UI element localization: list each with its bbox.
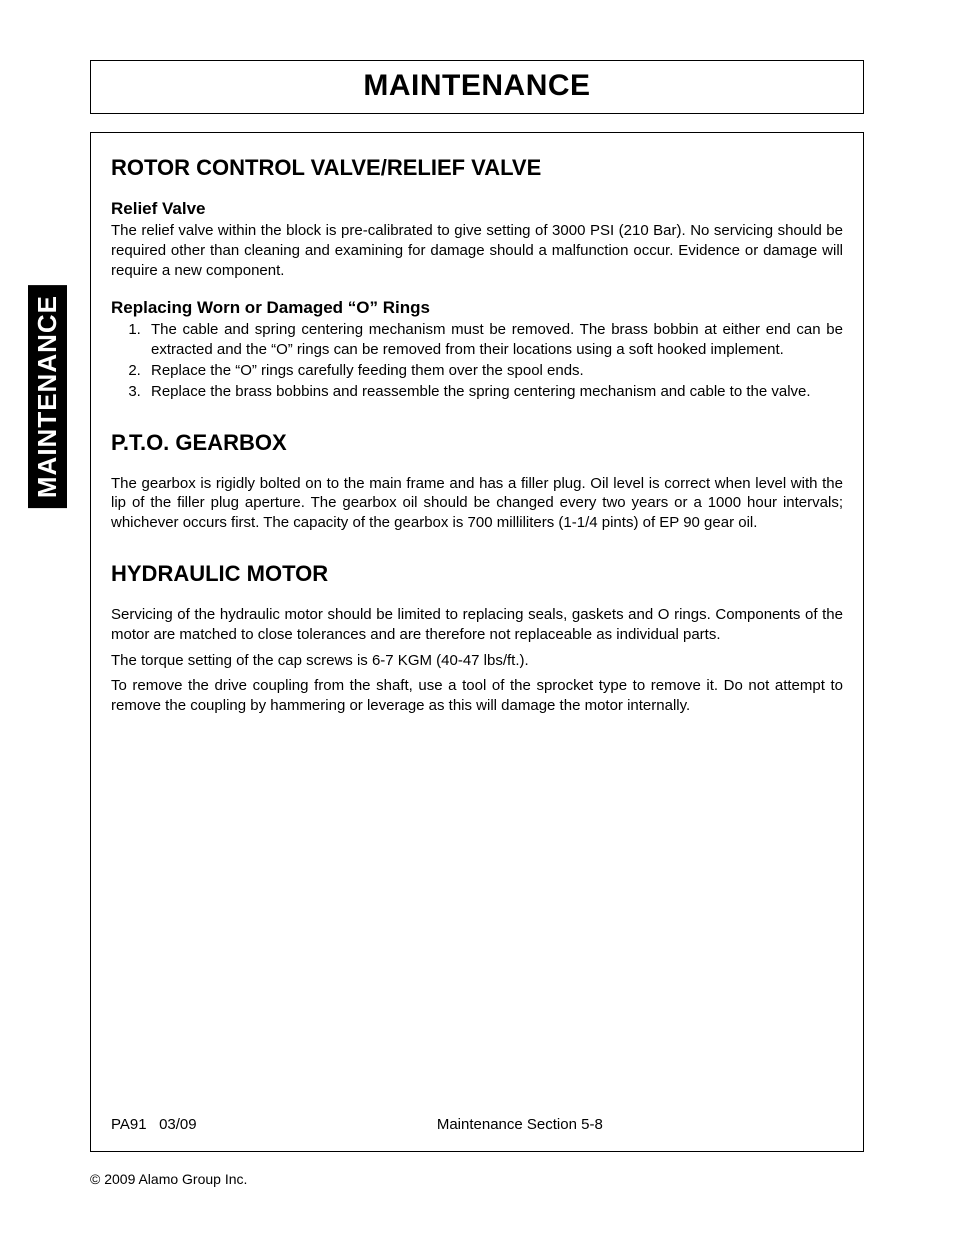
para-relief: The relief valve within the block is pre… bbox=[111, 221, 843, 280]
content-frame: ROTOR CONTROL VALVE/RELIEF VALVE Relief … bbox=[90, 132, 864, 1152]
footer-row: PA91 03/09 Maintenance Section 5-8 bbox=[111, 1116, 843, 1133]
list-item: The cable and spring centering mechanism… bbox=[145, 320, 843, 360]
subheading-relief: Relief Valve bbox=[111, 199, 843, 219]
list-item: Replace the brass bobbins and reassemble… bbox=[145, 382, 843, 402]
heading-rotor: ROTOR CONTROL VALVE/RELIEF VALVE bbox=[111, 155, 843, 181]
footer-center: Maintenance Section 5-8 bbox=[197, 1116, 843, 1133]
copyright: © 2009 Alamo Group Inc. bbox=[90, 1171, 247, 1187]
page-title: MAINTENANCE bbox=[91, 69, 863, 103]
subheading-orings: Replacing Worn or Damaged “O” Rings bbox=[111, 298, 843, 318]
page: MAINTENANCE MAINTENANCE ROTOR CONTROL VA… bbox=[0, 0, 954, 1235]
orings-steps: The cable and spring centering mechanism… bbox=[111, 320, 843, 401]
para-pto: The gearbox is rigidly bolted on to the … bbox=[111, 474, 843, 533]
para-motor-3: To remove the drive coupling from the sh… bbox=[111, 676, 843, 716]
footer-left: PA91 03/09 bbox=[111, 1116, 197, 1133]
heading-motor: HYDRAULIC MOTOR bbox=[111, 561, 843, 587]
para-motor-1: Servicing of the hydraulic motor should … bbox=[111, 605, 843, 645]
section-tab: MAINTENANCE bbox=[28, 285, 67, 508]
heading-pto: P.T.O. GEARBOX bbox=[111, 430, 843, 456]
title-box: MAINTENANCE bbox=[90, 60, 864, 114]
para-motor-2: The torque setting of the cap screws is … bbox=[111, 651, 843, 671]
list-item: Replace the “O” rings carefully feeding … bbox=[145, 361, 843, 381]
